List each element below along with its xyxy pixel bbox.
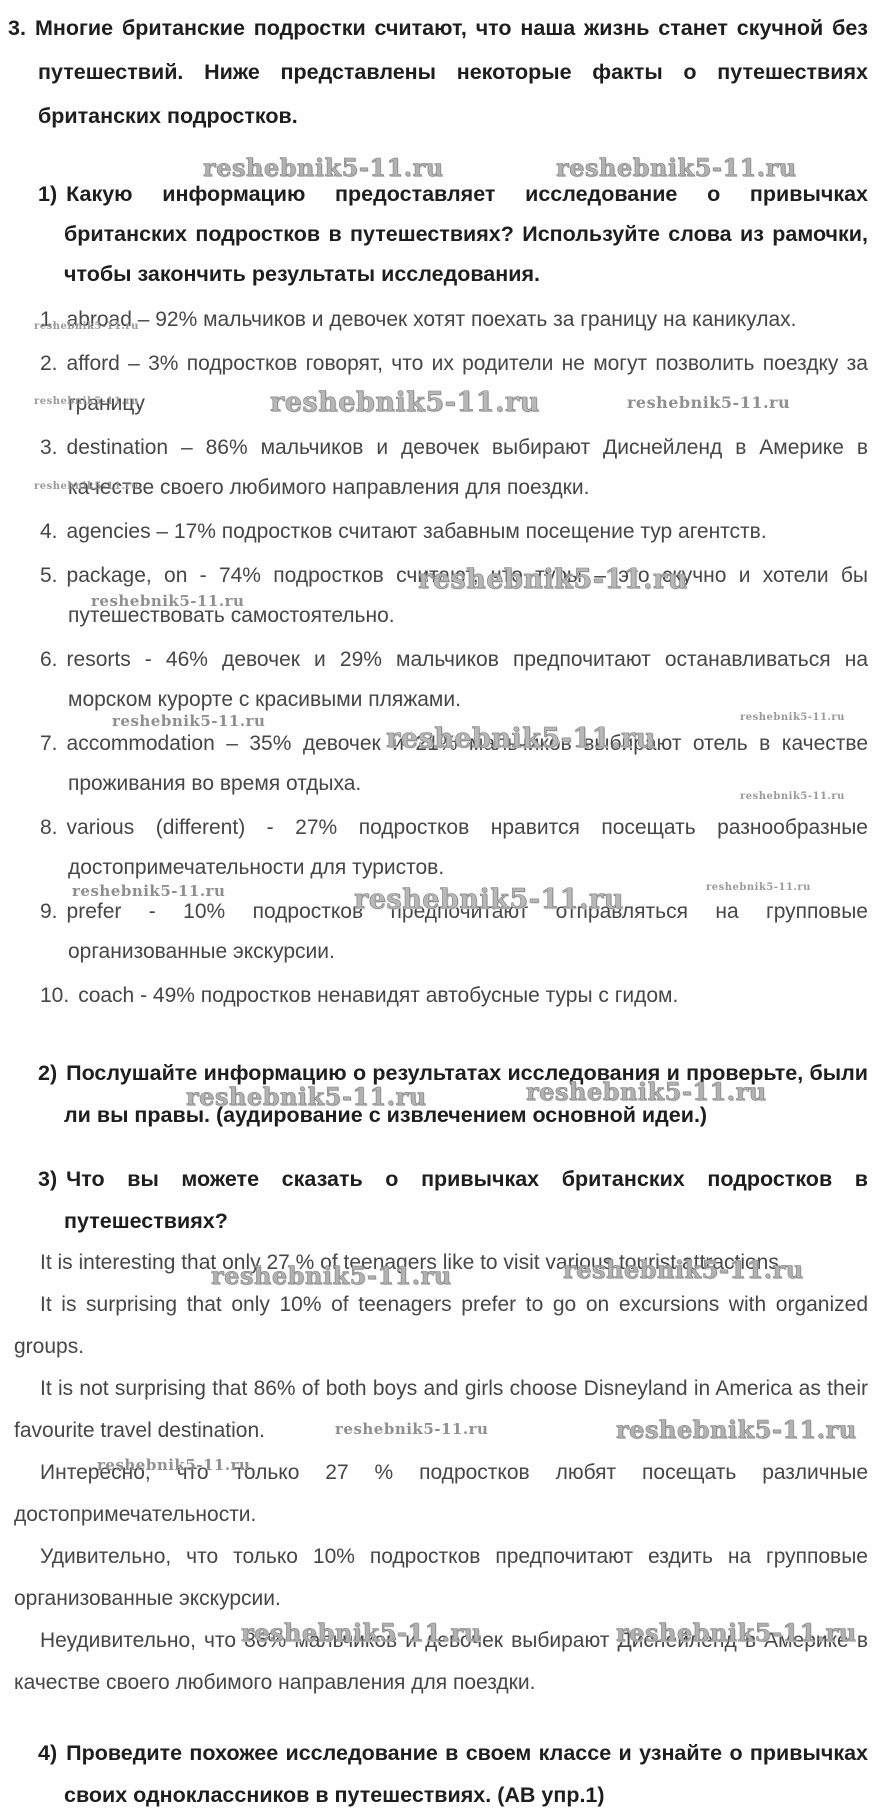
subtask-1-text: Какую информацию предоставляет исследова… bbox=[64, 182, 868, 286]
survey-item-number: 7. bbox=[40, 732, 58, 755]
survey-item-text: abroad – 92% мальчиков и девочек хотят п… bbox=[66, 308, 797, 331]
survey-item-number: 9. bbox=[40, 900, 58, 923]
task-number: 3. bbox=[8, 16, 26, 40]
survey-item-10: 10. coach - 49% подростков ненавидят авто… bbox=[0, 976, 868, 1016]
statement-en-2: It is surprising that only 10% of teenag… bbox=[14, 1293, 868, 1358]
survey-item-8: 8. various (different) - 27% подростков н… bbox=[0, 808, 868, 888]
survey-item-4: 4. agencies – 17% подростков считают заба… bbox=[0, 512, 868, 552]
subtask-2-heading: 2) Послушайте информацию о результатах ис… bbox=[0, 1052, 868, 1136]
subtask-2-marker: 2) bbox=[38, 1061, 58, 1085]
subtask-2-text: Послушайте информацию о результатах иссл… bbox=[64, 1061, 868, 1127]
survey-item-number: 5. bbox=[40, 564, 58, 587]
survey-item-text: destination – 86% мальчиков и девочек вы… bbox=[66, 436, 868, 499]
survey-item-number: 10. bbox=[40, 984, 70, 1007]
subtask-3-marker: 3) bbox=[38, 1167, 58, 1191]
survey-item-text: prefer - 10% подростков предпочитают отп… bbox=[66, 900, 868, 963]
survey-item-number: 4. bbox=[40, 520, 58, 543]
subtask-1-marker: 1) bbox=[38, 182, 58, 206]
statement-en-3: It is not surprising that 86% of both bo… bbox=[14, 1377, 868, 1442]
subtask-4-marker: 4) bbox=[38, 1741, 58, 1765]
survey-item-text: various (different) - 27% подростков нра… bbox=[66, 816, 868, 879]
survey-item-number: 8. bbox=[40, 816, 58, 839]
subtask-1-heading: 1) Какую информацию предоставляет исследо… bbox=[0, 174, 868, 294]
statement-ru-3: Неудивительно, что 86% мальчиков и девоч… bbox=[14, 1629, 868, 1694]
worksheet-page: reshebnik5-11.ru reshebnik5-11.ru resheb… bbox=[0, 6, 886, 1807]
survey-item-text: package, on - 74% подростков считают, чт… bbox=[66, 564, 868, 627]
survey-item-number: 2. bbox=[40, 352, 58, 375]
survey-item-3: 3. destination – 86% мальчиков и девочек … bbox=[0, 428, 868, 508]
survey-item-text: coach - 49% подростков ненавидят автобус… bbox=[78, 984, 679, 1007]
survey-item-6: 6. resorts - 46% девочек и 29% мальчиков … bbox=[0, 640, 868, 720]
survey-item-9: 9. prefer - 10% подростков предпочитают о… bbox=[0, 892, 868, 972]
task-intro: 3. Многие британские подростки считают, ч… bbox=[0, 6, 868, 138]
survey-item-text: accommodation – 35% девочек и 21% мальчи… bbox=[66, 732, 868, 795]
survey-item-number: 1. bbox=[40, 308, 58, 331]
statement-ru-1: Интересно, что только 27 % подростков лю… bbox=[14, 1461, 868, 1526]
survey-item-number: 6. bbox=[40, 648, 58, 671]
conclusions-en: It is interesting that only 27 % of teen… bbox=[0, 1242, 868, 1452]
survey-results-list: 1. abroad – 92% мальчиков и девочек хотят… bbox=[0, 300, 868, 1016]
survey-item-2: 2. afford – 3% подростков говорят, что их… bbox=[0, 344, 868, 424]
statement-ru-2: Удивительно, что только 10% подростков п… bbox=[14, 1545, 868, 1610]
survey-item-text: afford – 3% подростков говорят, что их р… bbox=[66, 352, 868, 415]
subtask-3-heading: 3) Что вы можете сказать о привычках брит… bbox=[0, 1158, 868, 1242]
subtask-3-text: Что вы можете сказать о привычках британ… bbox=[64, 1167, 868, 1233]
statement-en-1: It is interesting that only 27 % of teen… bbox=[40, 1251, 785, 1274]
survey-item-7: 7. accommodation – 35% девочек и 21% маль… bbox=[0, 724, 868, 804]
task-intro-text: Многие британские подростки считают, что… bbox=[34, 16, 868, 128]
subtask-4-heading: 4) Проведите похожее исследование в своем… bbox=[0, 1732, 868, 1816]
subtask-4-text: Проведите похожее исследование в своем к… bbox=[64, 1741, 868, 1807]
survey-item-1: 1. abroad – 92% мальчиков и девочек хотят… bbox=[0, 300, 868, 340]
conclusions-ru: Интересно, что только 27 % подростков лю… bbox=[0, 1452, 868, 1704]
survey-item-text: resorts - 46% девочек и 29% мальчиков пр… bbox=[66, 648, 868, 711]
survey-item-number: 3. bbox=[40, 436, 58, 459]
survey-item-5: 5. package, on - 74% подростков считают, … bbox=[0, 556, 868, 636]
survey-item-text: agencies – 17% подростков считают забавн… bbox=[66, 520, 767, 543]
